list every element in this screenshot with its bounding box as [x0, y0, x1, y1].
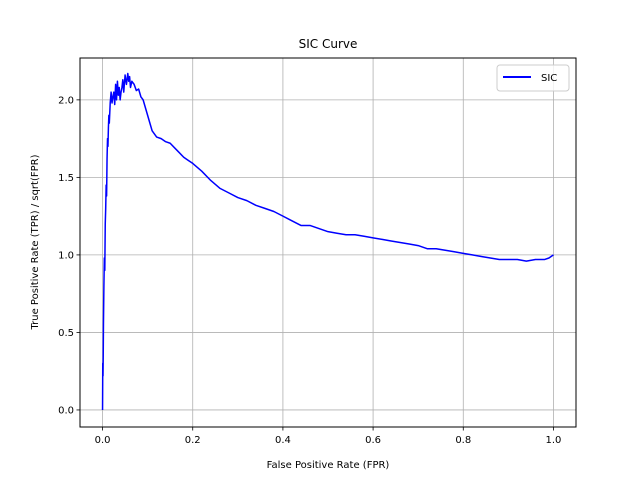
series-line-sic	[101, 72, 554, 410]
y-tick-label: 1.5	[58, 173, 74, 184]
y-tick-label: 0.5	[58, 328, 74, 339]
x-tick-label: 0.2	[185, 435, 201, 446]
grid	[80, 58, 576, 427]
series-layer	[101, 72, 554, 410]
legend: SIC	[496, 64, 570, 92]
y-tick-label: 2.0	[58, 95, 74, 106]
x-tick-label: 0.6	[365, 435, 381, 446]
y-tick-label: 1.0	[58, 250, 74, 261]
x-axis-ticks: 0.0 0.2 0.4 0.6 0.8 1.0	[95, 427, 562, 446]
x-tick-label: 0.0	[95, 435, 111, 446]
legend-label-sic: SIC	[541, 73, 557, 84]
x-axis-label: False Positive Rate (FPR)	[267, 460, 390, 471]
legend-box	[496, 64, 570, 92]
chart-title: SIC Curve	[299, 37, 358, 51]
x-tick-label: 0.4	[275, 435, 291, 446]
plot-frame	[79, 57, 577, 428]
x-tick-label: 1.0	[546, 435, 562, 446]
y-axis-label: True Positive Rate (TPR) / sqrt(FPR)	[30, 154, 41, 330]
x-tick-label: 0.8	[455, 435, 471, 446]
y-axis-ticks: 0.0 0.5 1.0 1.5 2.0	[58, 95, 80, 416]
y-tick-label: 0.0	[58, 405, 74, 416]
